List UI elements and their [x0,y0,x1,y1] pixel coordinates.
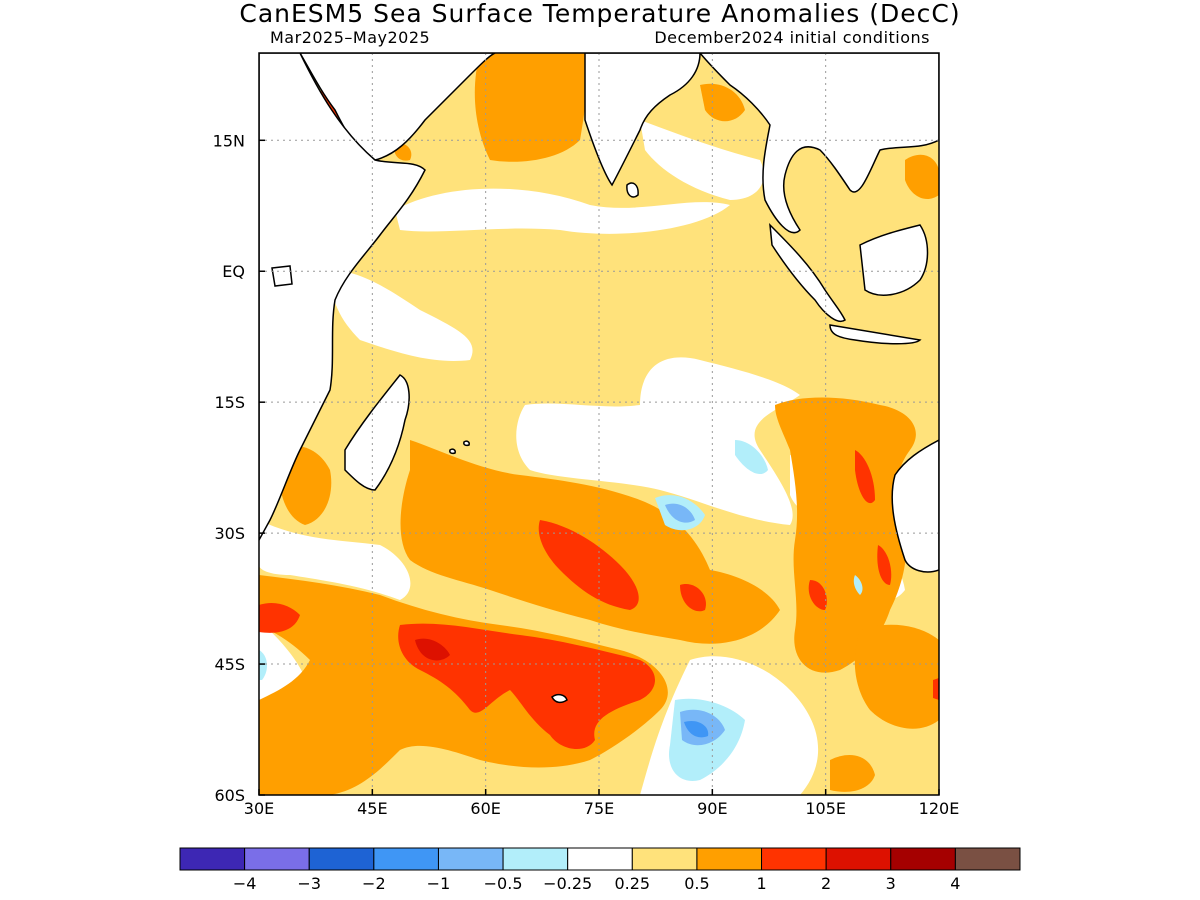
colorbar-swatch [890,847,956,871]
colorbar-swatch [761,847,827,871]
colorbar-label: 1 [756,874,766,893]
lake-victoria [271,265,293,287]
colorbar-label: 3 [886,874,896,893]
colorbar-swatch [954,847,1021,871]
color-legend: −4 −3 −2 −1 −0.5 −0.25 0.25 0.5 1 2 3 4 [179,847,1021,893]
lat-tick-label: 15S [214,393,245,412]
colorbar-label: 0.25 [614,874,650,893]
strong-positive-regions [259,80,939,750]
kerguelen-island [551,693,568,704]
mauritius-island [449,448,456,455]
colorbar-swatch [696,847,763,871]
longitude-tick-labels: 30E 45E 60E 75E 90E 105E 120E [244,789,960,818]
lat-tick-label: 60S [214,786,245,805]
borneo-land [859,224,929,296]
colorbar-label: −0.5 [484,874,523,893]
colorbar-label: 4 [950,874,960,893]
colorbar-swatch [244,847,310,871]
strong-negative-regions [684,720,709,738]
lon-tick-label: 30E [244,799,274,818]
india-land [584,53,701,187]
anomaly-field [259,53,939,795]
initial-conditions: December2024 initial conditions [654,28,930,47]
colorbar-label: −2 [362,874,386,893]
colorbar-label: −1 [427,874,451,893]
colorbar-label: 0.5 [684,874,709,893]
lat-tick-label: EQ [222,262,245,281]
lon-tick-label: 105E [805,799,846,818]
colorbar-swatch [373,847,439,871]
lon-tick-label: 75E [584,799,614,818]
indochina-land [699,53,939,234]
lon-tick-label: 120E [919,799,960,818]
colorbar-swatch [179,847,246,871]
colorbar-swatch [567,847,633,871]
australia-land [891,439,939,573]
lat-tick-label: 30S [214,524,245,543]
colorbar-swatch [502,847,569,871]
colorbar-swatch [308,847,375,871]
colorbar-label: −4 [233,874,257,893]
colorbar-label: 2 [821,874,831,893]
java-land [829,324,922,345]
colorbar-swatch [631,847,698,871]
land-masses [259,53,939,704]
colorbar-label: −0.25 [543,874,592,893]
horn-of-africa-land [259,53,426,541]
madagascar-land [344,374,410,491]
map-title: CanESM5 Sea Surface Temperature Anomalie… [239,0,961,28]
grid-lines [259,53,939,795]
reunion-island [463,440,470,447]
sri-lanka-island [626,182,639,198]
colorbar-swatch [437,847,504,871]
sumatra-land [769,222,846,322]
lat-tick-label: 45S [214,655,245,674]
lat-tick-label: 15N [213,131,245,150]
forecast-period: Mar2025–May2025 [270,28,431,47]
colorbar-swatch [825,847,892,871]
lon-tick-label: 60E [470,799,500,818]
colorbar-label: −3 [297,874,321,893]
lon-tick-label: 45E [357,799,387,818]
lon-tick-label: 90E [697,799,727,818]
latitude-tick-labels: 15N EQ 15S 30S 45S 60S [213,131,265,805]
africa-arabia-land [259,53,496,161]
